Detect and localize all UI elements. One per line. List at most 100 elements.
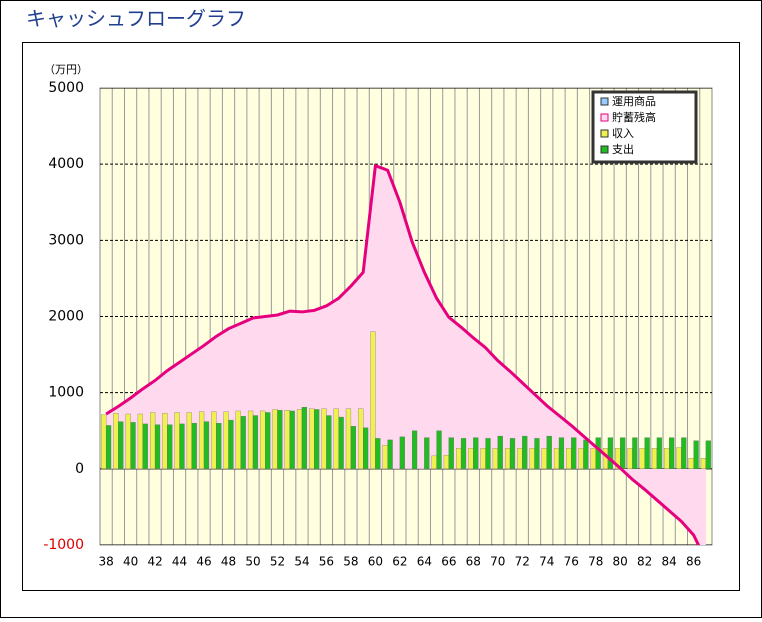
legend-inner <box>595 94 694 160</box>
x-tick-label: 86 <box>686 555 701 569</box>
y-tick-label: 0 <box>75 461 84 477</box>
x-tick-label: 48 <box>221 555 236 569</box>
bar <box>235 410 241 469</box>
bar <box>277 410 283 469</box>
bar <box>669 437 675 469</box>
y-tick-label: 5000 <box>48 80 84 96</box>
bar <box>167 424 173 469</box>
bar <box>480 448 486 469</box>
bar <box>578 448 584 469</box>
bar <box>700 458 707 469</box>
x-tick-label: 64 <box>417 555 432 569</box>
bar <box>590 448 596 469</box>
bar <box>211 411 217 469</box>
bar <box>595 437 601 469</box>
bar <box>436 430 442 469</box>
bar <box>252 415 259 469</box>
x-tick-label: 68 <box>466 555 481 569</box>
bar <box>485 438 491 469</box>
x-tick-label: 56 <box>319 555 334 569</box>
bar <box>387 439 393 469</box>
bar <box>289 410 295 469</box>
bar <box>198 411 205 469</box>
x-tick-label: 78 <box>588 555 603 569</box>
legend-swatch <box>600 113 609 122</box>
x-tick-label: 58 <box>343 555 358 569</box>
bar <box>338 416 344 469</box>
x-tick-label: 74 <box>539 555 554 569</box>
legend-label: 貯蓄残高 <box>612 110 656 124</box>
bar <box>284 410 290 469</box>
bar <box>223 411 229 469</box>
x-tick-label: 50 <box>245 555 260 569</box>
bar <box>240 416 246 469</box>
bar <box>620 437 626 469</box>
bar <box>363 427 369 469</box>
bar <box>186 412 192 469</box>
x-tick-label: 44 <box>172 555 187 569</box>
bar <box>345 408 352 469</box>
bar <box>688 458 694 469</box>
x-tick-label: 54 <box>294 555 309 569</box>
bar <box>497 435 503 469</box>
x-tick-label: 46 <box>196 555 211 569</box>
bar <box>350 426 356 469</box>
bar <box>314 409 320 469</box>
bar <box>693 440 699 469</box>
y-tick-label: 2000 <box>48 309 84 325</box>
y-axis-label: （万円） <box>44 63 88 76</box>
bar <box>162 413 168 469</box>
x-tick-label: 72 <box>515 555 530 569</box>
bar <box>247 410 254 469</box>
bar <box>492 448 498 469</box>
bar <box>370 331 376 469</box>
legend-box <box>591 90 698 164</box>
x-tick-label: 84 <box>662 555 677 569</box>
bar <box>142 423 148 469</box>
bar <box>607 437 614 469</box>
bar <box>113 413 119 469</box>
bar <box>137 413 143 469</box>
bar <box>541 448 547 469</box>
line <box>105 163 701 545</box>
bar <box>529 448 535 469</box>
bar <box>382 445 388 469</box>
bar <box>639 448 645 469</box>
bar <box>228 419 234 469</box>
bar <box>203 421 210 469</box>
bar <box>705 440 711 469</box>
bar <box>546 435 552 469</box>
bar <box>558 437 565 469</box>
bar <box>627 448 633 469</box>
x-tick-label: 62 <box>392 555 407 569</box>
legend-swatch <box>600 97 609 106</box>
bar <box>272 409 278 469</box>
bar <box>216 422 222 469</box>
bar <box>326 415 332 469</box>
bar <box>522 435 528 469</box>
x-tick-label: 40 <box>123 555 138 569</box>
legend-swatch <box>600 145 609 154</box>
bar <box>118 421 124 469</box>
bar <box>632 437 638 469</box>
x-tick-label: 42 <box>147 555 162 569</box>
bar <box>375 438 381 469</box>
bar <box>456 448 462 469</box>
y-tick-label: 4000 <box>48 156 84 172</box>
bar <box>333 408 339 469</box>
bar <box>174 412 180 469</box>
legend-swatch <box>600 129 609 138</box>
bar <box>358 408 364 469</box>
bar <box>154 424 161 469</box>
bar <box>553 448 560 469</box>
bar <box>431 455 437 469</box>
bar <box>468 448 474 469</box>
x-tick-label: 70 <box>490 555 505 569</box>
x-tick-label: 52 <box>270 555 285 569</box>
plot <box>100 88 712 545</box>
bar <box>265 412 271 469</box>
bar <box>150 412 156 469</box>
bar <box>296 409 303 469</box>
bar <box>130 422 136 469</box>
